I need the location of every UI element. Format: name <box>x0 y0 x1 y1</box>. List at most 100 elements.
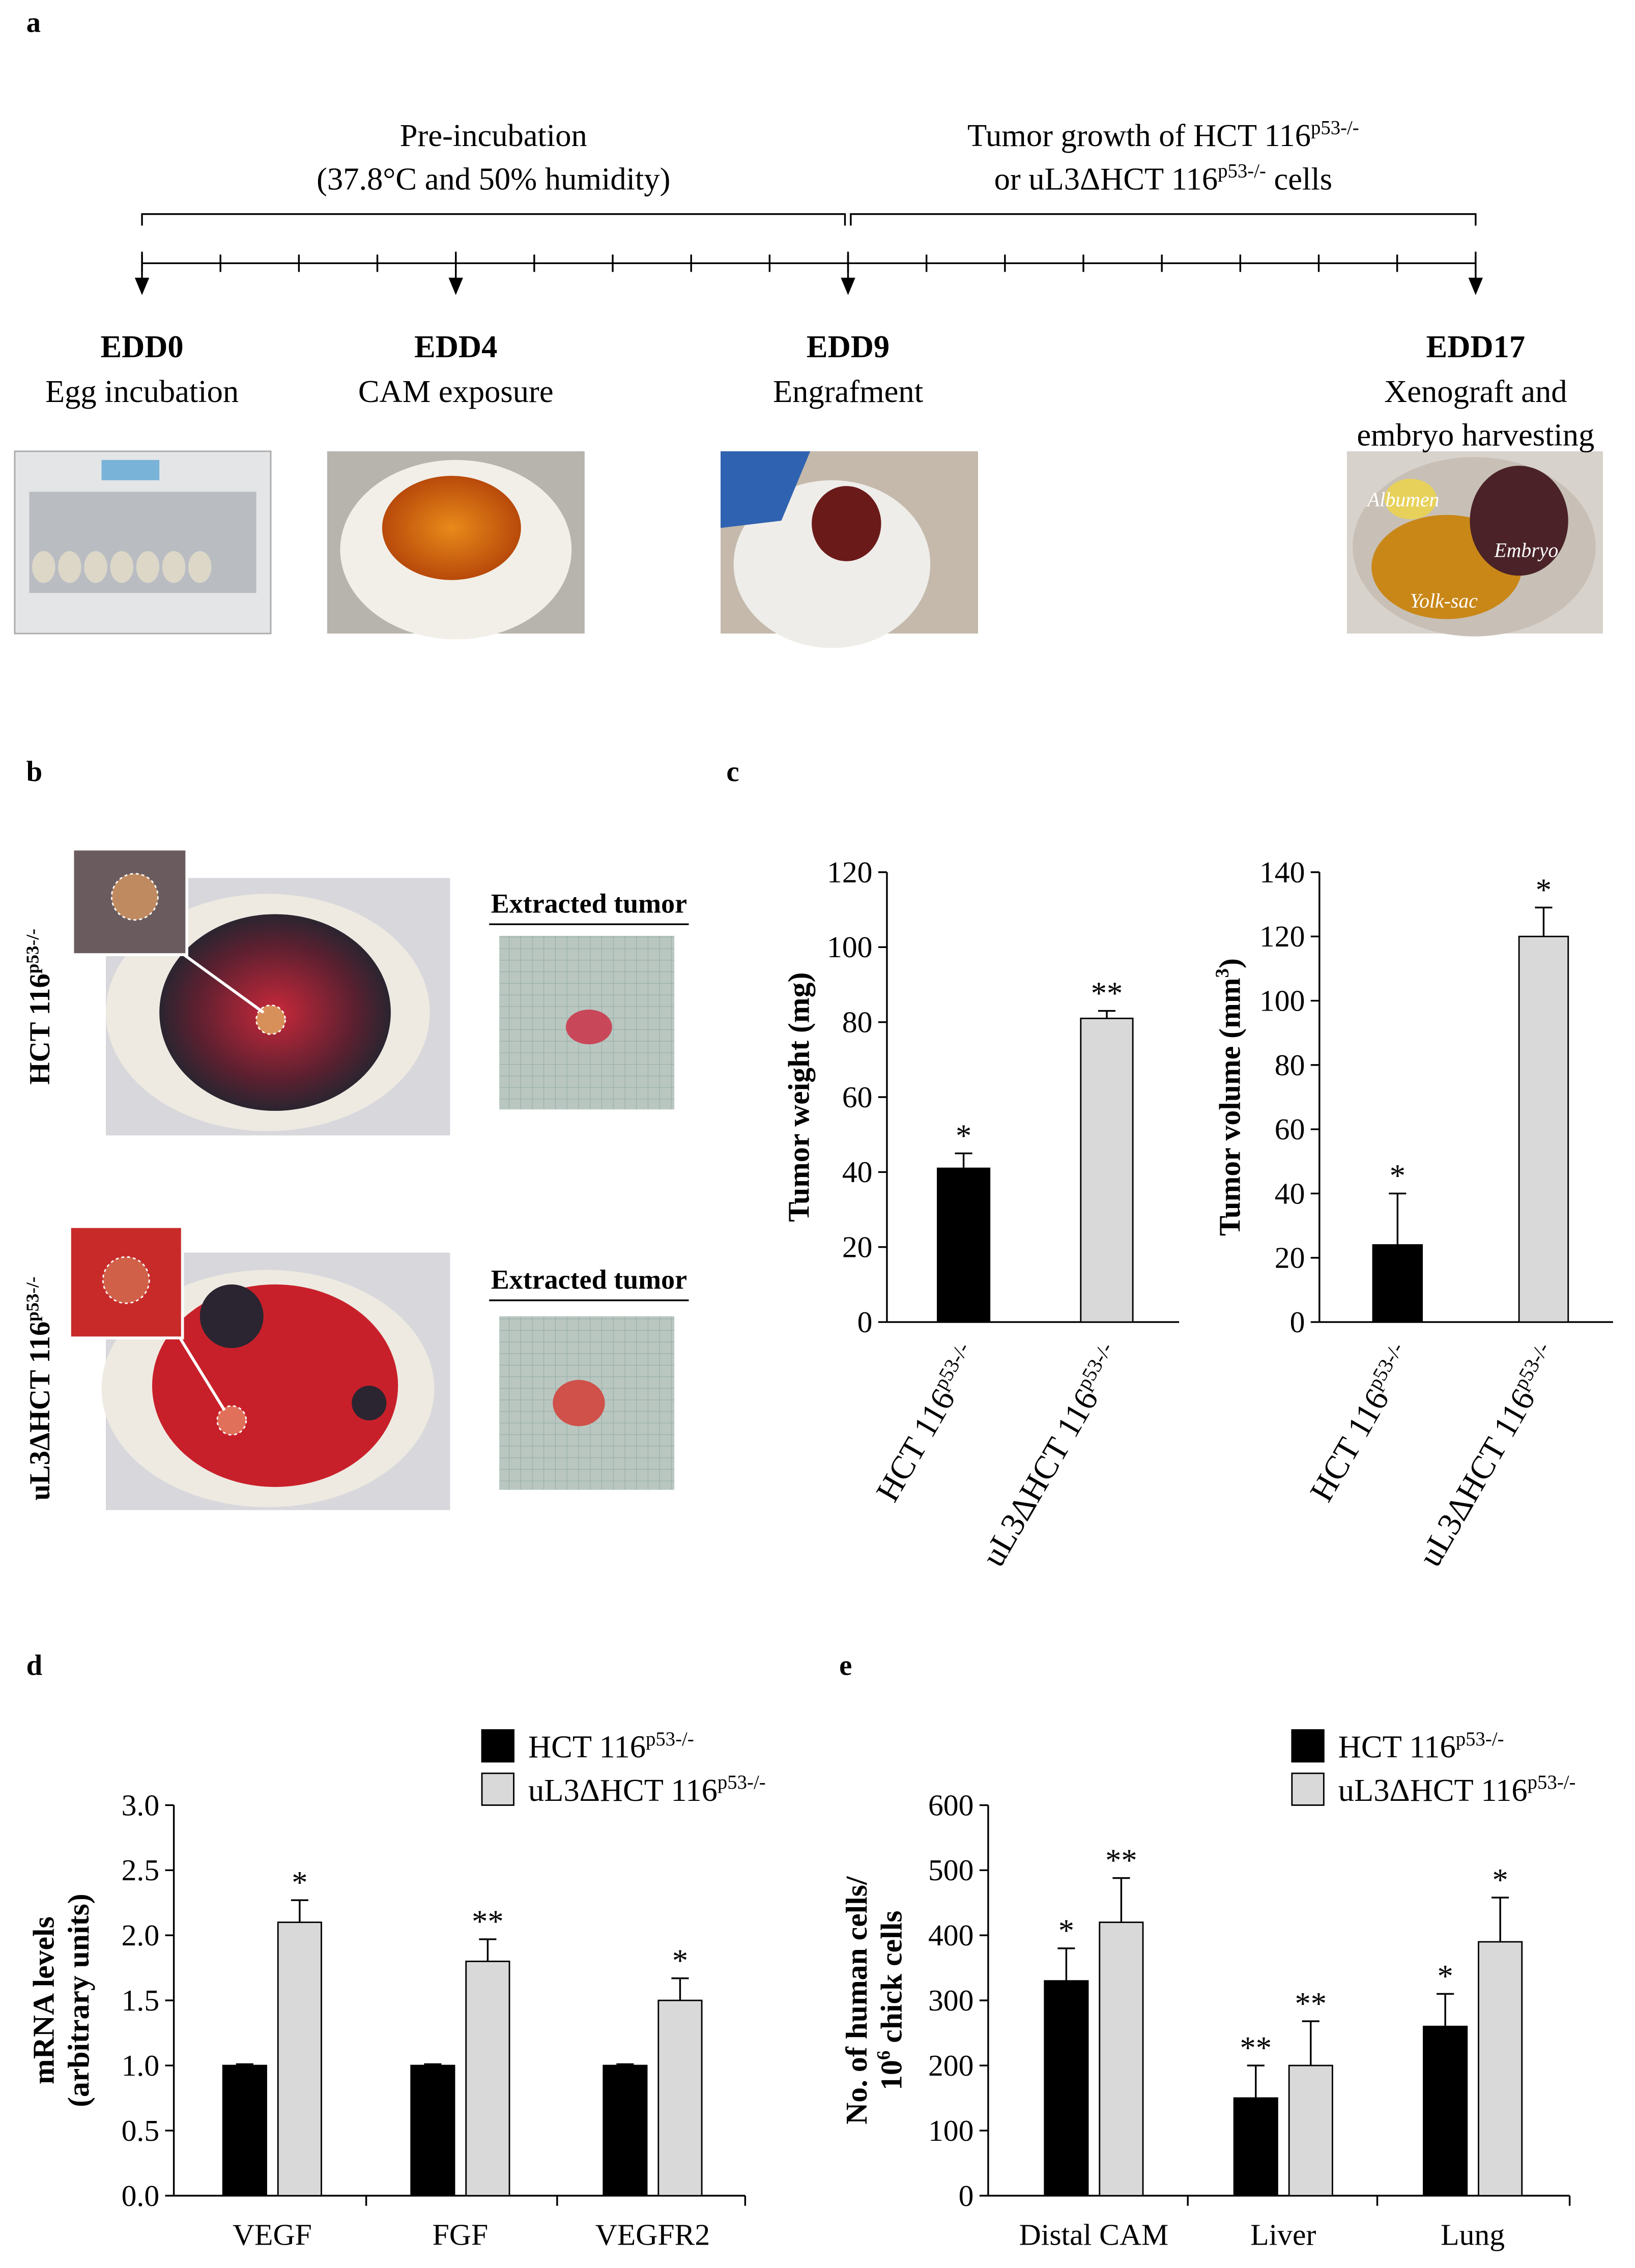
bar <box>937 1167 991 1323</box>
event-day: EDD0 <box>100 329 183 364</box>
bar <box>277 1921 322 2197</box>
event-day: EDD9 <box>807 329 890 364</box>
legend-swatch <box>481 1729 515 1763</box>
bar <box>1288 2064 1333 2197</box>
annotation: ** <box>472 1904 504 1939</box>
bracket-label-text: (37.8°C and 50% humidity) <box>317 161 670 196</box>
event-label: CAM exposure <box>358 374 554 409</box>
panel-label: d <box>26 1650 43 1682</box>
bar <box>222 2064 267 2197</box>
panel-label: c <box>726 756 739 788</box>
y-axis-label: 106 chick cells <box>874 1910 908 2090</box>
x-tick-label-text: uL3ΔHCT 116 <box>975 1383 1106 1573</box>
photo-engraftment <box>721 451 979 648</box>
x-tick-label: VEGF <box>233 2218 312 2252</box>
x-tick-label: FGF <box>433 2218 489 2252</box>
bar <box>1080 1017 1134 1323</box>
y-tick-label: 3.0 <box>122 1788 160 1822</box>
event-arrowhead <box>1468 277 1483 295</box>
y-tick-label: 120 <box>827 855 873 889</box>
x-tick-label: Lung <box>1441 2218 1505 2252</box>
x-tick-label-text: VEGFR2 <box>595 2218 710 2252</box>
photo-harvest <box>1346 451 1603 637</box>
photo-label: Embryo <box>1494 539 1558 561</box>
x-tick-label-text: HCT 116 <box>869 1383 962 1508</box>
y-axis-label-text: No. of human cells/ <box>840 1876 873 2125</box>
y-tick-label: 80 <box>842 1006 873 1039</box>
photo-incubator <box>14 450 272 635</box>
legend-label-sup: p53-/- <box>1528 1771 1576 1793</box>
y-tick-label: 0.0 <box>122 2179 160 2213</box>
photo-label: Albumen <box>1366 489 1439 511</box>
bracket-label-after: cells <box>1266 161 1332 196</box>
y-axis-label-text: (arbitrary units) <box>62 1893 95 2107</box>
x-tick-label-sup: p53-/- <box>929 1338 974 1393</box>
y-axis-label-text: Tumor weight (mg) <box>782 972 815 1222</box>
photo-tumor-1 <box>499 936 675 1110</box>
y-axis-label: No. of human cells/ <box>840 1876 873 2125</box>
legend-label-sup: p53-/- <box>718 1771 766 1793</box>
y-tick-label: 20 <box>842 1230 873 1264</box>
x-tick-label: VEGFR2 <box>595 2218 710 2252</box>
legend-label-text: HCT 116 <box>1338 1729 1456 1765</box>
x-tick-label-text: uL3ΔHCT 116 <box>1412 1383 1542 1573</box>
y-axis-label: Tumor weight (mg) <box>782 972 815 1222</box>
legend-label: uL3ΔHCT 116p53-/- <box>528 1771 766 1808</box>
photo-label: Yolk-sac <box>1410 590 1478 612</box>
y-axis-label: (arbitrary units) <box>62 1893 95 2107</box>
y-tick-label: 0 <box>857 1305 873 1339</box>
panel-label: b <box>26 756 43 788</box>
bracket <box>141 213 846 226</box>
x-tick-label-sup: p53-/- <box>1509 1338 1554 1393</box>
y-tick-label: 0 <box>1290 1305 1305 1339</box>
bar <box>657 1999 703 2197</box>
y-tick-label: 1.0 <box>122 2049 160 2082</box>
x-tick-label: Distal CAM <box>1019 2218 1168 2252</box>
annotation: * <box>1536 872 1552 907</box>
bracket-label: or uL3ΔHCT 116p53-/- cells <box>994 160 1333 197</box>
y-tick-label: 100 <box>928 2114 974 2147</box>
y-tick-label: 20 <box>1275 1241 1305 1275</box>
annotation: ** <box>1295 1986 1327 2021</box>
x-tick-label-text: VEGF <box>233 2218 312 2252</box>
bracket-label-sup: p53-/- <box>1311 117 1359 138</box>
row-label-text: uL3ΔHCT 116 <box>24 1322 56 1501</box>
x-tick-label-sup: p53-/- <box>1072 1338 1117 1393</box>
annotation: * <box>1493 1862 1508 1898</box>
x-tick-label-text: FGF <box>433 2218 489 2252</box>
y-tick-label: 40 <box>842 1155 873 1189</box>
y-tick-label: 0.5 <box>122 2114 160 2147</box>
x-tick-label: Liver <box>1250 2218 1316 2252</box>
x-tick-label-sup: p53-/- <box>1363 1338 1408 1393</box>
x-tick-label-text: Lung <box>1441 2218 1505 2252</box>
extracted-label: Extracted tumor <box>491 888 687 919</box>
bar <box>603 2064 648 2197</box>
y-tick-label: 60 <box>1275 1112 1305 1146</box>
bracket-label-text: Tumor growth of HCT 116 <box>967 118 1311 153</box>
bar <box>465 1960 510 2197</box>
y-tick-label: 600 <box>928 1788 974 1822</box>
legend-label: uL3ΔHCT 116p53-/- <box>1338 1771 1576 1808</box>
y-tick-label: 200 <box>928 2049 974 2082</box>
y-tick-label: 1.5 <box>122 1984 160 2017</box>
event-arrowhead <box>448 277 463 295</box>
legend-swatch <box>1291 1772 1325 1806</box>
legend-label-sup: p53-/- <box>646 1728 694 1750</box>
bar <box>1233 2097 1278 2197</box>
bracket <box>850 213 1477 226</box>
legend-swatch <box>481 1772 515 1806</box>
annotation: ** <box>1091 975 1123 1011</box>
event-arrowhead <box>841 277 855 295</box>
y-axis-label-text: Tumor volume (mm <box>1213 978 1247 1236</box>
annotation: * <box>1390 1158 1405 1193</box>
panel-label: a <box>26 7 41 39</box>
legend-label-text: HCT 116 <box>528 1729 646 1765</box>
y-axis-label: mRNA levels <box>27 1916 61 2084</box>
y-axis-label-sup: 3 <box>1212 968 1233 978</box>
bar <box>1099 1921 1144 2197</box>
extracted-label: Extracted tumor <box>491 1265 687 1295</box>
y-axis-label-after: ) <box>1213 958 1247 968</box>
event-day: EDD4 <box>414 329 497 364</box>
y-tick-label: 60 <box>842 1080 873 1114</box>
photo-egg-2 <box>68 1225 450 1510</box>
